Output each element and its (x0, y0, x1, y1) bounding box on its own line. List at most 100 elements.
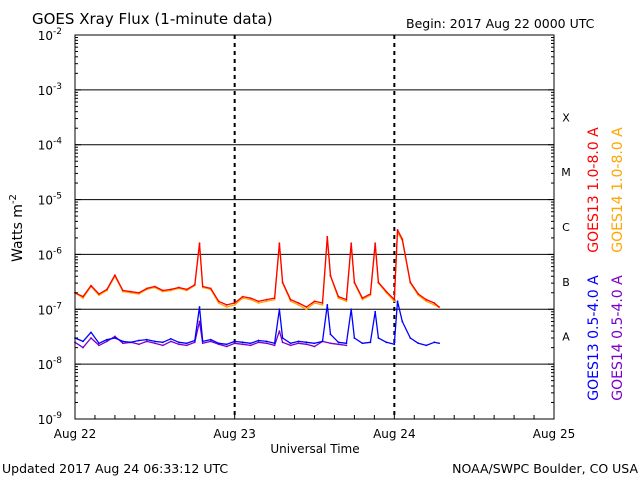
data-point (305, 343, 308, 346)
chart-title: GOES Xray Flux (1-minute data) (32, 10, 273, 28)
y-tick-base: 10 (38, 84, 53, 98)
data-point (329, 342, 332, 345)
y-tick-exponent: -3 (53, 82, 62, 92)
data-point (201, 342, 204, 345)
begin-time: Begin: 2017 Aug 22 0000 UTC (406, 16, 595, 31)
data-point (257, 339, 260, 342)
data-point (257, 300, 260, 303)
data-point (153, 340, 156, 343)
legend: GOES13 1.0-8.0 A GOES14 1.0-8.0 A GOES13 0… (586, 127, 626, 401)
data-point (438, 342, 440, 345)
data-point (241, 343, 244, 346)
data-point (297, 302, 300, 304)
y-tick-label: 10-7 (38, 301, 62, 317)
data-point (281, 341, 284, 344)
data-point (145, 340, 148, 343)
data-point (305, 308, 308, 311)
data-point (345, 298, 348, 301)
data-point (278, 308, 281, 311)
data-point (249, 342, 252, 345)
flare-class-m: M (561, 166, 571, 179)
x-tick-label: Aug 22 (54, 427, 97, 441)
data-point (193, 283, 196, 286)
data-point (225, 304, 228, 306)
data-point (321, 302, 324, 304)
grid (75, 35, 554, 419)
data-point (377, 281, 380, 284)
data-point (417, 293, 420, 295)
data-point (217, 342, 220, 345)
data-point (122, 342, 124, 345)
legend-entry: GOES13 0.5-4.0 A (586, 275, 602, 401)
series-lines (74, 228, 440, 349)
series-line-0 (74, 231, 440, 310)
x-tick-labels: Aug 22 Aug 23 Aug 24 Aug 25 (54, 412, 576, 441)
data-point (98, 344, 100, 347)
data-point (82, 297, 84, 299)
data-point (377, 337, 380, 339)
data-point (225, 345, 228, 348)
y-tick-exponent: -8 (53, 356, 62, 366)
y-tick-exponent: -6 (53, 246, 62, 256)
data-point (217, 300, 220, 303)
y-tick-base: 10 (38, 303, 53, 317)
flare-class-x: X (562, 111, 570, 124)
data-point (82, 295, 84, 298)
data-point (393, 343, 396, 346)
updated-timestamp: Updated 2017 Aug 24 06:33:12 UTC (2, 461, 228, 476)
data-point (169, 288, 172, 291)
data-point (425, 344, 428, 347)
data-point (329, 274, 332, 277)
data-point (114, 274, 116, 276)
legend-entry: GOES13 1.0-8.0 A (586, 127, 602, 253)
data-point (122, 340, 124, 343)
data-point (297, 342, 300, 345)
data-point (374, 242, 377, 245)
data-point (273, 342, 276, 345)
data-point (241, 295, 244, 298)
data-point (396, 228, 399, 231)
data-point (361, 297, 364, 299)
x-tick-label: Aug 25 (533, 427, 576, 441)
data-point (438, 306, 440, 308)
data-point (161, 341, 164, 344)
data-point (233, 340, 236, 343)
data-point (198, 320, 201, 323)
data-point (201, 285, 204, 288)
data-point (233, 302, 236, 304)
data-point (161, 344, 164, 347)
y-tick-base: 10 (38, 248, 53, 262)
data-point (137, 291, 140, 294)
y-tick-base: 10 (38, 194, 53, 208)
data-point (233, 342, 236, 345)
data-point (289, 344, 292, 347)
data-point (361, 298, 364, 301)
data-point (249, 344, 252, 347)
data-point (425, 298, 428, 301)
data-point (145, 287, 148, 290)
data-point (337, 295, 340, 298)
data-point (321, 304, 324, 306)
y-tick-base: 10 (38, 29, 53, 43)
data-point (217, 302, 220, 304)
data-point (106, 340, 108, 343)
y-tick-label: 10-2 (38, 27, 62, 43)
data-point (241, 341, 244, 344)
data-point (98, 342, 100, 345)
data-point (374, 310, 377, 313)
data-point (153, 342, 156, 345)
data-point (289, 300, 292, 303)
data-point (326, 304, 329, 306)
data-point (82, 346, 84, 349)
data-point (137, 343, 140, 346)
x-axis-label: Universal Time (270, 442, 359, 456)
data-point (337, 343, 340, 346)
data-point (114, 337, 116, 339)
data-point (401, 320, 404, 323)
y-tick-exponent: -9 (53, 411, 62, 421)
data-point (297, 340, 300, 343)
data-point (265, 298, 268, 301)
data-point (82, 340, 84, 343)
data-point (137, 339, 140, 342)
